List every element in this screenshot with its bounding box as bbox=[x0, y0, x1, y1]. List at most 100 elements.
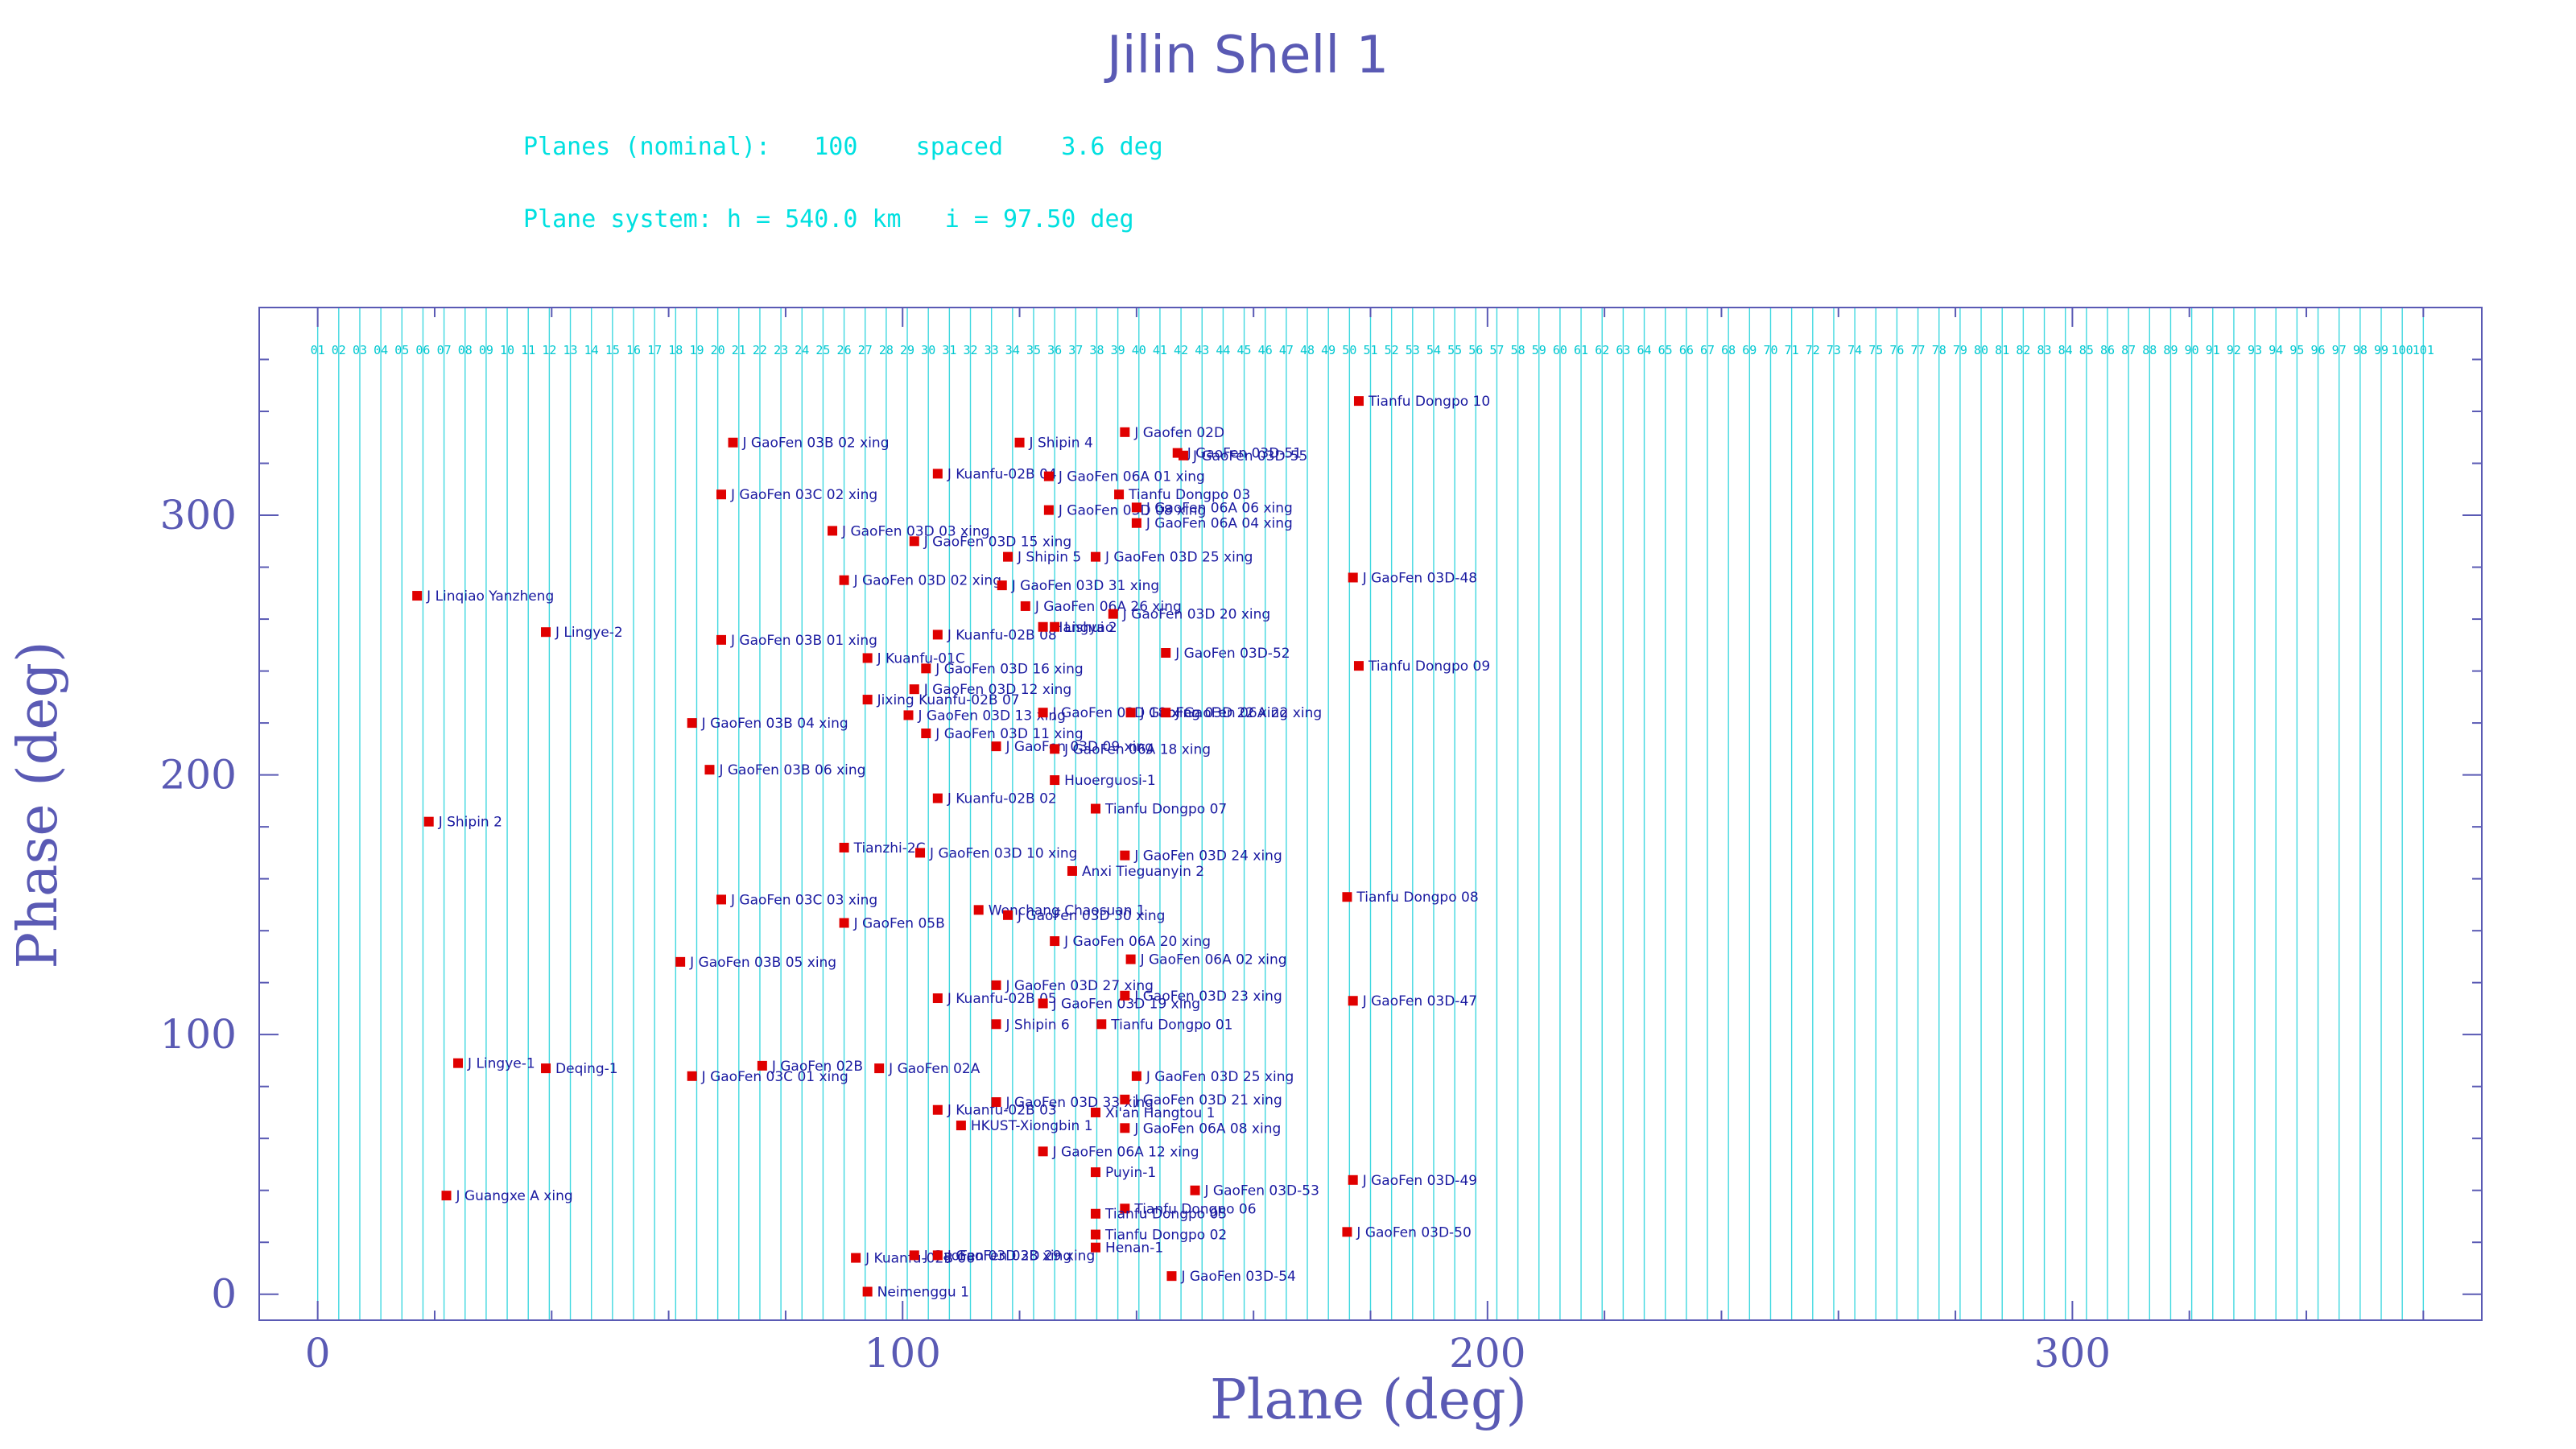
plane-number-label: 52 bbox=[1385, 343, 1399, 357]
plane-number-label: 07 bbox=[437, 343, 452, 357]
satellite-marker bbox=[1120, 990, 1130, 1001]
chart-title: Jilin Shell 1 bbox=[1104, 26, 1389, 85]
satellite-label: J Kuanfu-02B 02 bbox=[947, 791, 1057, 807]
y-tick-label: 0 bbox=[211, 1271, 237, 1318]
satellite-marker bbox=[716, 894, 726, 905]
info-planes: Planes (nominal): 100 spaced 3.6 deg bbox=[523, 133, 1163, 161]
plane-number-label: 73 bbox=[1827, 343, 1841, 357]
satellite-marker bbox=[1091, 803, 1101, 814]
satellite-marker bbox=[1038, 708, 1048, 718]
satellite-label: J Kuanfu-02B 08 bbox=[947, 627, 1057, 643]
satellite-label: Tianfu Dongpo 09 bbox=[1368, 658, 1490, 675]
satellite-label: J GaoFen 03D 30 xing bbox=[1017, 908, 1165, 924]
plane-number-label: 96 bbox=[2311, 343, 2326, 357]
info-plane-system: Plane system: h = 540.0 km i = 97.50 deg bbox=[523, 205, 1134, 233]
plane-number-label: 25 bbox=[815, 343, 830, 357]
satellite-marker bbox=[1120, 850, 1130, 861]
satellite-marker bbox=[932, 630, 943, 640]
plane-number-label: 94 bbox=[2268, 343, 2283, 357]
plane-number-label: 48 bbox=[1300, 343, 1315, 357]
plane-number-label: 65 bbox=[1658, 343, 1673, 357]
plane-number-label: 45 bbox=[1237, 343, 1252, 357]
satellite-marker bbox=[441, 1191, 452, 1201]
satellite-label: J GaoFen 03D 13 xing bbox=[918, 708, 1066, 724]
satellite-label: J GaoFen 03D 09 xing bbox=[1005, 739, 1153, 755]
satellite-label: J GaoFen 06A 02 xing bbox=[1140, 952, 1287, 968]
plane-number-label: 18 bbox=[668, 343, 683, 357]
plane-number-label: 58 bbox=[1511, 343, 1525, 357]
satellite-marker bbox=[828, 526, 838, 536]
satellite-label: Tianfu Dongpo 07 bbox=[1104, 802, 1227, 818]
satellite-label: J Linqiao Yanzheng bbox=[426, 588, 554, 605]
satellite-marker bbox=[915, 848, 926, 858]
plane-number-label: 89 bbox=[2163, 343, 2178, 357]
satellite-marker bbox=[757, 1060, 767, 1071]
satellite-marker bbox=[932, 1104, 943, 1115]
x-tick-label: 200 bbox=[1449, 1330, 1525, 1377]
plane-number-label: 55 bbox=[1447, 343, 1462, 357]
satellite-label: HKUST-Xiongbin 1 bbox=[971, 1118, 1093, 1134]
satellite-label: J GaoFen 03C 02 xing bbox=[730, 487, 877, 503]
satellite-label: J GaoFen 03D 10 xing bbox=[929, 845, 1077, 861]
satellite-label: J GaoFen 06A 01 xing bbox=[1058, 469, 1205, 485]
satellite-label: J GaoFen 03C 03 xing bbox=[730, 892, 877, 908]
satellite-label: J GaoFen 03D 24 xing bbox=[1133, 848, 1282, 865]
satellite-label: J GaoFen 03D-54 bbox=[1180, 1269, 1295, 1285]
plane-number-label: 06 bbox=[415, 343, 430, 357]
plane-number-label: 54 bbox=[1426, 343, 1441, 357]
satellite-marker bbox=[1091, 1229, 1101, 1240]
satellite-marker bbox=[716, 634, 726, 645]
satellite-label: Tianfu Dongpo 10 bbox=[1368, 394, 1490, 410]
plane-number-label: 20 bbox=[711, 343, 725, 357]
satellite-label: Xi'an Hangtou 1 bbox=[1105, 1105, 1215, 1121]
y-tick-label: 200 bbox=[160, 752, 237, 799]
plane-number-label: 13 bbox=[564, 343, 578, 357]
plane-number-label: 30 bbox=[921, 343, 935, 357]
satellite-label: J GaoFen 03D-49 bbox=[1362, 1173, 1477, 1189]
satellite-marker bbox=[675, 956, 686, 967]
plane-number-label: 68 bbox=[1721, 343, 1736, 357]
satellite-marker bbox=[1353, 396, 1364, 407]
plane-number-label: 84 bbox=[2058, 343, 2073, 357]
plane-number-label: 08 bbox=[458, 343, 473, 357]
plane-number-label: 29 bbox=[900, 343, 914, 357]
satellite-marker bbox=[541, 627, 551, 638]
plane-number-label: 64 bbox=[1637, 343, 1652, 357]
plane-number-label: 56 bbox=[1468, 343, 1483, 357]
x-axis-label: Plane (deg) bbox=[1210, 1368, 1527, 1432]
satellite-marker bbox=[1043, 471, 1054, 481]
satellite-label: J GaoFen 03D 23 xing bbox=[1133, 989, 1282, 1005]
satellite-marker bbox=[909, 684, 919, 695]
satellite-marker bbox=[1043, 505, 1054, 515]
plane-number-label: 78 bbox=[1932, 343, 1946, 357]
satellite-label: Huoerguosi-1 bbox=[1064, 773, 1156, 789]
plane-number-label: 62 bbox=[1595, 343, 1609, 357]
satellite-marker bbox=[1342, 892, 1352, 902]
plane-number-label: 19 bbox=[689, 343, 704, 357]
satellite-label: Hangyao bbox=[1053, 620, 1114, 636]
satellite-marker bbox=[1120, 1123, 1130, 1133]
satellite-label: J Shipin 2 bbox=[438, 815, 502, 831]
plane-number-label: 34 bbox=[1005, 343, 1020, 357]
plane-number-label: 81 bbox=[1995, 343, 2009, 357]
satellite-label: Jixing Kuanfu-02B 07 bbox=[877, 692, 1020, 708]
plane-number-label: 17 bbox=[647, 343, 662, 357]
satellite-marker bbox=[1348, 1174, 1358, 1185]
plane-number-label: 60 bbox=[1553, 343, 1567, 357]
satellite-label: J GaoFen 03B 01 xing bbox=[730, 633, 877, 649]
satellite-label: J Kuanfu-02B 04 bbox=[947, 466, 1057, 482]
plane-number-label: 93 bbox=[2248, 343, 2262, 357]
satellite-label: Tianfu Dongpo 06 bbox=[1133, 1201, 1256, 1217]
satellite-label: J GaoFen 03D-48 bbox=[1362, 570, 1477, 586]
satellite-marker bbox=[903, 710, 914, 720]
satellite-marker bbox=[932, 1250, 943, 1261]
satellite-label: J GaoFen 06A 06 xing bbox=[1146, 500, 1293, 516]
satellite-label: J GaoFen 03D 16 xing bbox=[935, 661, 1083, 677]
plane-number-label: 98 bbox=[2353, 343, 2368, 357]
satellite-marker bbox=[1125, 708, 1136, 718]
plane-number-label: 66 bbox=[1679, 343, 1694, 357]
satellite-marker bbox=[1091, 1167, 1101, 1178]
satellite-marker bbox=[991, 741, 1001, 752]
plane-number-label: 35 bbox=[1026, 343, 1041, 357]
plane-number-label: 24 bbox=[795, 343, 809, 357]
